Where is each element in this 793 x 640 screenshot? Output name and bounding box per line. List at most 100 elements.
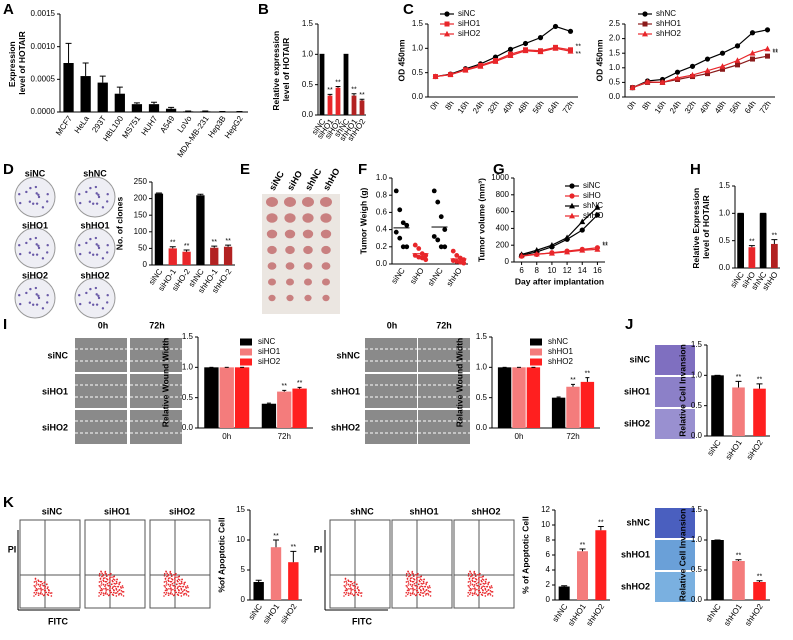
colony bbox=[37, 193, 40, 197]
event bbox=[348, 587, 350, 590]
error-bar bbox=[290, 550, 297, 563]
event bbox=[416, 576, 418, 579]
marker bbox=[522, 40, 529, 47]
event bbox=[163, 585, 166, 587]
colony bbox=[18, 294, 21, 297]
event bbox=[350, 587, 352, 589]
error-bar bbox=[155, 192, 162, 194]
marker bbox=[749, 50, 756, 56]
event bbox=[170, 591, 172, 593]
y-tick-label: 8 bbox=[546, 535, 551, 544]
event bbox=[484, 580, 487, 583]
colony bbox=[106, 200, 109, 203]
significance: ** bbox=[570, 377, 576, 384]
significance: ** bbox=[291, 544, 297, 551]
event bbox=[42, 588, 44, 591]
bar bbox=[168, 248, 177, 265]
marker bbox=[518, 252, 525, 259]
event bbox=[183, 583, 185, 586]
event bbox=[412, 578, 415, 580]
event bbox=[118, 589, 121, 591]
image-label: shHO2 bbox=[471, 506, 500, 516]
colony bbox=[19, 302, 22, 306]
bar bbox=[753, 582, 766, 600]
event bbox=[169, 585, 171, 587]
event bbox=[174, 576, 176, 579]
legend-label: siHO1 bbox=[258, 347, 281, 356]
event bbox=[41, 582, 44, 585]
y-tick-label: 0.5 bbox=[182, 393, 194, 402]
y-tick-label: 0.5 bbox=[691, 401, 703, 410]
image-label: shNC bbox=[626, 517, 650, 527]
event bbox=[38, 587, 40, 590]
significance: ** bbox=[736, 553, 742, 560]
y-tick-label: 1.0 bbox=[609, 63, 621, 72]
event bbox=[166, 575, 168, 578]
x-tick-label: 16 bbox=[593, 266, 602, 275]
image-label: shHO1 bbox=[331, 386, 360, 396]
error-bar bbox=[211, 245, 218, 248]
event bbox=[406, 586, 409, 588]
point bbox=[461, 260, 467, 266]
event bbox=[105, 580, 108, 583]
wound-image bbox=[75, 410, 127, 444]
marker bbox=[552, 23, 559, 30]
event bbox=[343, 591, 346, 594]
event bbox=[471, 594, 474, 597]
event bbox=[105, 578, 108, 580]
marker bbox=[594, 204, 601, 210]
error-bar bbox=[771, 239, 778, 244]
bar bbox=[288, 562, 299, 600]
y-axis-label: Tumor Weigh (g) bbox=[358, 187, 368, 254]
event bbox=[484, 592, 487, 594]
event bbox=[416, 579, 418, 581]
event bbox=[480, 587, 483, 590]
y-tick-label: 0.5 bbox=[691, 565, 703, 574]
point bbox=[400, 220, 406, 226]
colony bbox=[106, 244, 109, 247]
tumor bbox=[302, 229, 314, 239]
event bbox=[181, 590, 184, 593]
x-tick-label: 0h bbox=[222, 432, 231, 441]
image-label: siHO1 bbox=[624, 386, 650, 396]
marker bbox=[567, 28, 574, 34]
error-bar bbox=[556, 396, 561, 398]
tumor bbox=[285, 245, 295, 255]
x-tick-label: siHO2 bbox=[745, 438, 765, 462]
marker bbox=[552, 45, 559, 51]
event bbox=[350, 591, 352, 593]
event bbox=[349, 592, 352, 595]
event bbox=[170, 575, 173, 577]
event bbox=[180, 582, 183, 584]
point bbox=[416, 246, 422, 251]
point bbox=[423, 253, 429, 258]
x-tick-label: 6 bbox=[519, 266, 524, 275]
y-axis-label: Relative Wound Width bbox=[160, 338, 170, 428]
error-bar bbox=[133, 102, 140, 105]
event bbox=[34, 589, 37, 592]
event bbox=[353, 593, 356, 596]
event bbox=[487, 592, 490, 595]
error-bar bbox=[335, 85, 341, 88]
event bbox=[120, 587, 123, 589]
x-tick-label: MS751 bbox=[120, 114, 142, 140]
event bbox=[113, 579, 116, 581]
event bbox=[106, 593, 109, 595]
error-bar bbox=[571, 383, 575, 387]
x-tick-label: shNC bbox=[426, 266, 445, 288]
event bbox=[467, 575, 470, 577]
event bbox=[422, 587, 425, 590]
y-axis-label: Expression level of HOTAIR bbox=[7, 31, 27, 95]
event bbox=[349, 585, 351, 587]
event bbox=[483, 583, 486, 585]
event bbox=[471, 573, 474, 576]
dish bbox=[14, 227, 56, 269]
legend-swatch bbox=[240, 358, 252, 366]
y-tick-label: 1.5 bbox=[719, 181, 731, 190]
event bbox=[416, 581, 418, 583]
event bbox=[44, 587, 46, 589]
event bbox=[167, 579, 169, 581]
event bbox=[115, 587, 118, 590]
event bbox=[176, 576, 178, 578]
tumor bbox=[267, 245, 277, 255]
